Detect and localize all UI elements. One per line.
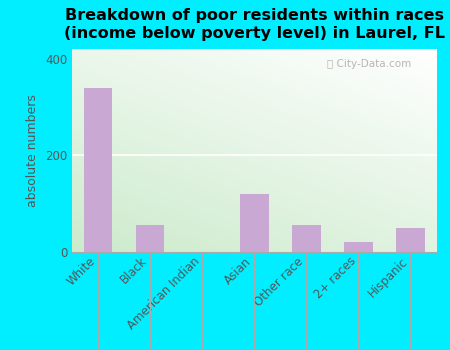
Bar (240, 194, 269, 252)
Bar (84, 88, 112, 252)
Bar (344, 242, 373, 252)
Title: Breakdown of poor residents within races
(income below poverty level) in Laurel,: Breakdown of poor residents within races… (64, 8, 445, 41)
Bar (136, 225, 164, 252)
Text: ⓘ City-Data.com: ⓘ City-Data.com (327, 59, 411, 69)
Bar (292, 225, 321, 252)
Bar (396, 228, 425, 252)
Y-axis label: absolute numbers: absolute numbers (27, 94, 39, 207)
